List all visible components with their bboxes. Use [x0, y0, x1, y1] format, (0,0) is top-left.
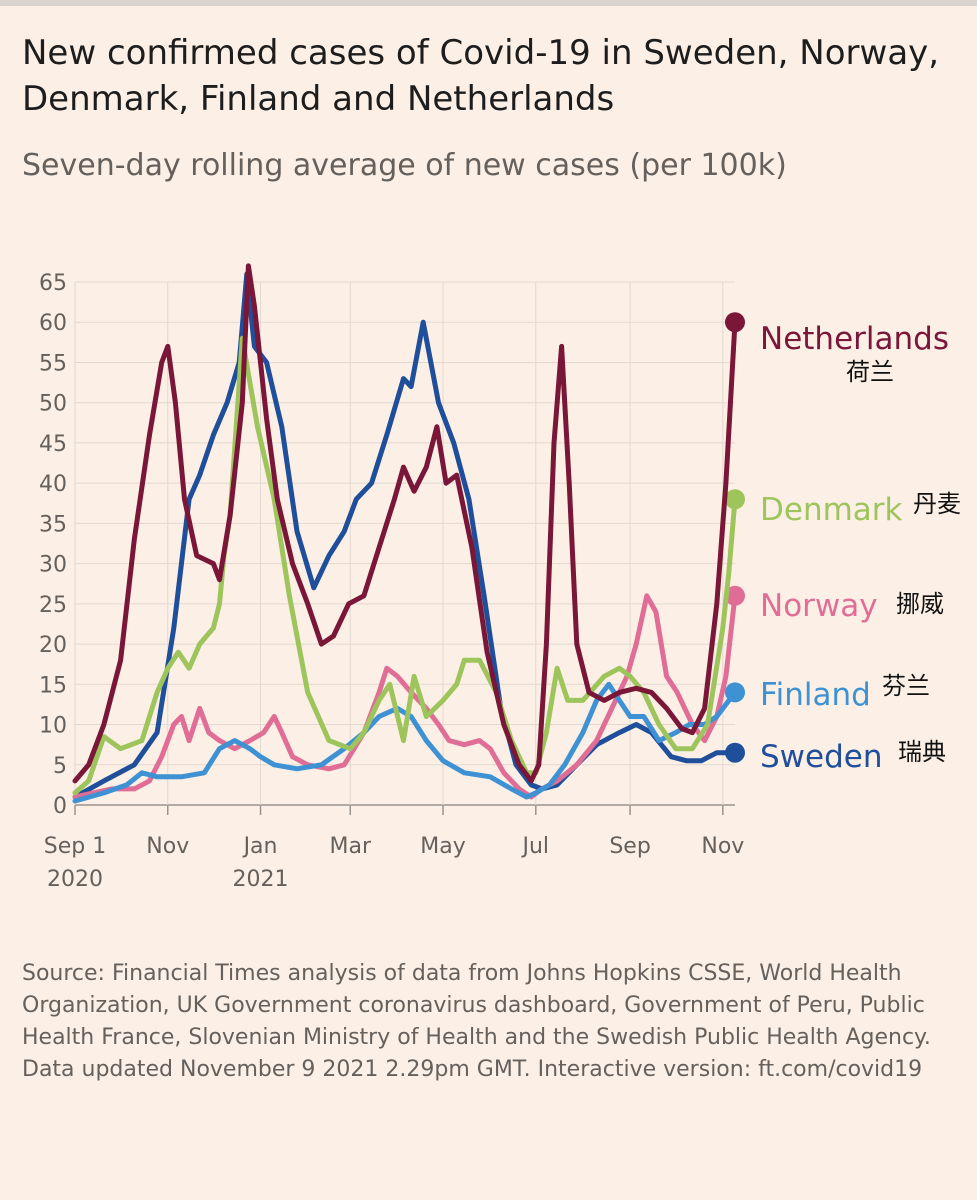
- legend-label-cn-netherlands: 荷兰: [846, 358, 894, 386]
- end-dot-sweden: [725, 742, 745, 763]
- x-tick-sublabel: 2020: [47, 867, 103, 892]
- y-tick-label: 60: [39, 311, 67, 336]
- x-tick-label: May: [420, 834, 465, 859]
- x-tick-label: Jan: [242, 834, 278, 859]
- x-tick-label: Sep 1: [44, 834, 106, 859]
- y-tick-label: 25: [39, 593, 67, 618]
- line-chart: 0 5 10 15 20 25 30 35 40 45 50 55 60 65 Sep 1 2020 Nov J…: [39, 263, 961, 892]
- y-tick-label: 10: [39, 714, 67, 739]
- y-tick-label: 50: [39, 392, 67, 417]
- x-tick-label: Sep: [609, 834, 650, 859]
- legend-label-cn-denmark: 丹麦: [913, 490, 961, 518]
- series-line-denmark: [72, 335, 738, 796]
- legend-label-sweden: Sweden: [760, 739, 883, 775]
- source-text: Source: Financial Times analysis of data…: [22, 961, 931, 1050]
- legend-label-norway: Norway: [760, 588, 878, 624]
- top-divider: [0, 0, 977, 6]
- end-dot-finland: [725, 682, 745, 703]
- legend: Sweden 瑞典 Norway 挪威 Finland 芬兰 Denmark 丹麦 Nether…: [760, 321, 961, 775]
- y-tick-label: 30: [39, 553, 67, 578]
- legend-label-finland: Finland: [760, 677, 871, 713]
- x-axis: Sep 1 2020 Nov Jan 2021 Mar May Jul Sep Nov: [44, 805, 744, 892]
- series-line-norway: [72, 593, 738, 800]
- end-dot-netherlands: [725, 312, 745, 333]
- x-tick-label: Nov: [146, 834, 189, 859]
- chart-subtitle: Seven-day rolling average of new cases (…: [22, 148, 787, 183]
- y-tick-label: 55: [39, 351, 67, 376]
- series-line-finland: [72, 681, 738, 804]
- y-tick-label: 5: [53, 754, 67, 779]
- end-dot-denmark: [725, 489, 745, 510]
- chart-title: New confirmed cases of Covid-19 in Swede…: [22, 33, 940, 119]
- y-tick-label: 0: [53, 794, 67, 819]
- source-note: Source: Financial Times analysis of data…: [22, 958, 957, 1086]
- x-tick-sublabel: 2021: [233, 867, 289, 892]
- y-tick-label: 40: [39, 472, 67, 497]
- y-tick-label: 65: [39, 271, 67, 296]
- end-dot-norway: [725, 585, 745, 606]
- y-tick-label: 20: [39, 633, 67, 658]
- x-tick-label: Jul: [521, 834, 550, 859]
- series-lines: [72, 263, 745, 804]
- legend-label-cn-finland: 芬兰: [882, 672, 930, 700]
- y-axis: 0 5 10 15 20 25 30 35 40 45 50 55 60 65: [39, 271, 67, 819]
- legend-label-netherlands: Netherlands: [760, 321, 949, 357]
- y-tick-label: 15: [39, 673, 67, 698]
- legend-label-cn-sweden: 瑞典: [898, 738, 946, 766]
- y-tick-label: 35: [39, 512, 67, 537]
- y-tick-label: 45: [39, 432, 67, 457]
- x-tick-label: Mar: [329, 834, 371, 859]
- series-line-sweden: [72, 271, 738, 800]
- legend-label-cn-norway: 挪威: [896, 590, 944, 618]
- series-line-netherlands: [72, 263, 738, 784]
- x-tick-label: Nov: [701, 834, 744, 859]
- updated-text: Data updated November 9 2021 2.29pm GMT.…: [22, 1057, 923, 1082]
- legend-label-denmark: Denmark: [760, 492, 903, 528]
